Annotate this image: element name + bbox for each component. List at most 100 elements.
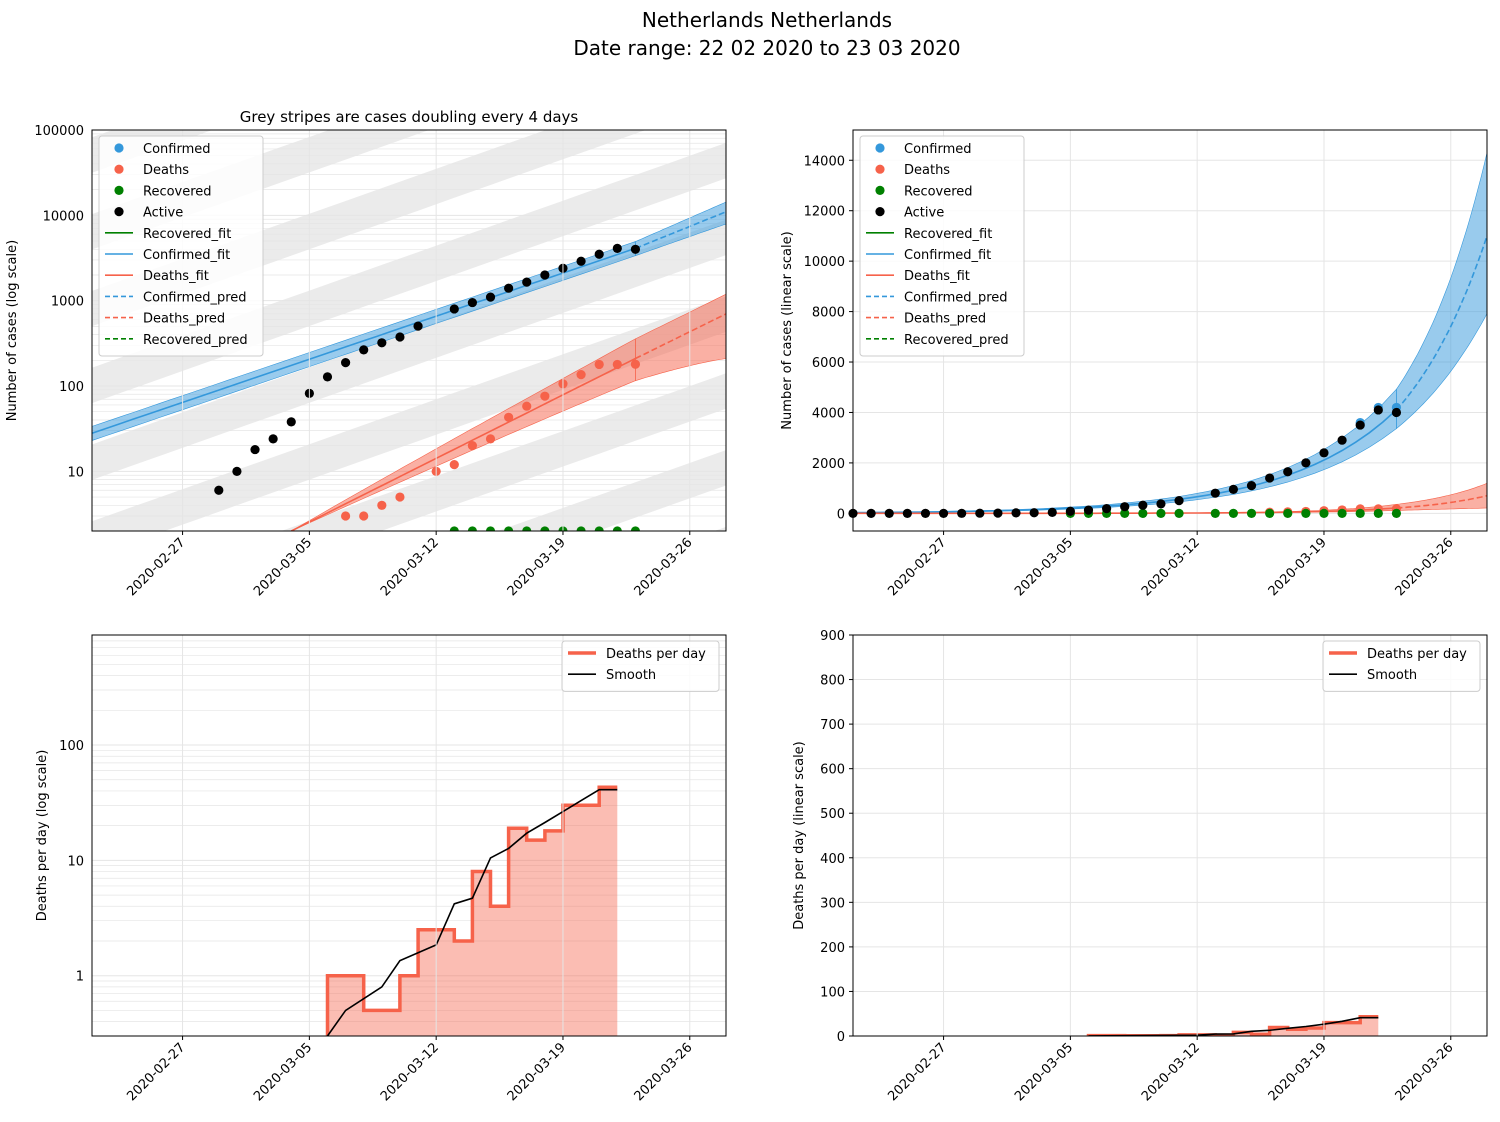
active-point [1228,484,1238,494]
y-tick-label: 100 [59,380,84,395]
recovered-point [594,526,604,531]
active-point [975,508,985,518]
recovered-point [612,526,622,531]
x-tick-label: 2020-03-19 [505,1040,569,1104]
active-point [504,283,514,293]
legend-marker [114,207,124,217]
x-tick-label: 2020-03-12 [1139,1040,1203,1104]
active-point [1355,420,1365,430]
active-point [467,297,477,308]
legend-label: Deaths_pred [904,312,986,327]
active-point [1138,500,1148,510]
active-point [920,508,931,518]
recovered-point [1391,508,1402,518]
doubling-stripe [92,597,744,864]
deaths-pred-line [1396,494,1488,509]
deaths-pred-line [635,313,726,360]
active-point [322,372,333,382]
confirmed-pred-band [1396,152,1488,430]
legend-label: Confirmed [143,142,211,157]
legend-label: Deaths [904,163,950,178]
x-tick-label: 2020-03-26 [632,535,696,599]
legend-box [1322,640,1481,692]
y-tick-label: 12000 [804,205,845,220]
y-axis-label: Number of cases (log scale) [5,240,20,421]
deaths-point [522,401,532,411]
legend-label: Confirmed_pred [143,290,247,305]
x-tick-label: 2020-03-26 [1393,535,1457,599]
y-tick-label: 14000 [804,154,845,169]
active-point [1102,504,1112,514]
legend-label: Confirmed_fit [143,248,230,263]
deaths-point [540,391,550,401]
smooth-line [326,788,618,1036]
legend-marker [875,185,885,195]
y-tick-label: 600 [820,763,845,778]
legend-label: Recovered_fit [904,227,992,242]
active-point [884,508,894,518]
active-point [214,485,224,495]
legend-marker [875,143,885,153]
recovered-point [449,526,459,531]
active-point [286,417,296,427]
recovered-point [1120,508,1130,518]
y-tick-label: 10000 [43,209,84,224]
doubling-stripe [497,450,726,531]
legend-label: Active [904,206,944,221]
deaths-point [377,500,387,510]
x-tick-label: 2020-03-05 [1012,535,1076,599]
y-tick-label: 1000 [51,295,84,310]
deaths-fit-line [290,357,636,531]
active-point [268,434,278,444]
confirmed-pred-line [635,211,726,250]
y-tick-label: 10000 [804,255,845,270]
y-tick-label: 200 [820,941,845,956]
y-tick-label: 0 [837,1030,845,1045]
doubling-stripe [714,526,726,531]
doubling-stripe [92,130,430,250]
x-tick-label: 2020-03-05 [251,1040,315,1104]
x-tick-label: 2020-03-19 [1266,535,1330,599]
legend-label: Deaths_pred [143,312,225,327]
x-tick-label: 2020-02-27 [885,535,949,599]
recovered-point [1337,508,1347,518]
recovered-point [1265,508,1275,518]
deaths-point [359,511,369,521]
legend-marker [875,207,885,217]
legend-label: Deaths_fit [904,269,970,284]
active-point [1047,507,1057,517]
legend-label: Active [143,206,183,221]
y-tick-label: 100 [59,739,84,754]
axes-frame [91,129,727,532]
y-tick-label: 500 [820,807,845,822]
x-tick-label: 2020-03-05 [1012,1040,1076,1104]
legend-label: Confirmed [904,142,972,157]
legend-marker [875,164,885,174]
active-point [449,304,459,314]
active-point [993,508,1003,518]
figure-title: Netherlands Netherlands [642,8,892,32]
recovered-point [1156,508,1166,518]
legend-label: Deaths per day [606,647,706,662]
deaths-linear-chart: 2020-02-27 2020-03-05 2020-03-12 2020-03-19… [792,629,1488,1104]
y-tick-label: 1 [76,970,84,985]
legend-label: Smooth [1367,668,1417,683]
legend-label: Confirmed_fit [904,248,991,263]
doubling-stripe [92,674,744,941]
y-tick-label: 400 [820,852,845,867]
recovered-point [540,526,550,531]
x-tick-label: 2020-02-27 [124,535,188,599]
chart-title: Grey stripes are cases doubling every 4 … [240,108,579,126]
y-tick-label: 800 [820,674,845,689]
active-point [341,358,351,368]
legend-label: Confirmed_pred [904,290,1008,305]
y-axis-label: Deaths per day (log scale) [35,750,50,922]
deaths-point [594,359,604,370]
doubling-stripe [92,130,646,327]
deaths-point [612,359,622,370]
y-tick-label: 6000 [812,356,845,371]
confirmed-pred-band [635,201,726,257]
active-point [957,508,967,518]
x-tick-label: 2020-03-12 [378,535,442,599]
